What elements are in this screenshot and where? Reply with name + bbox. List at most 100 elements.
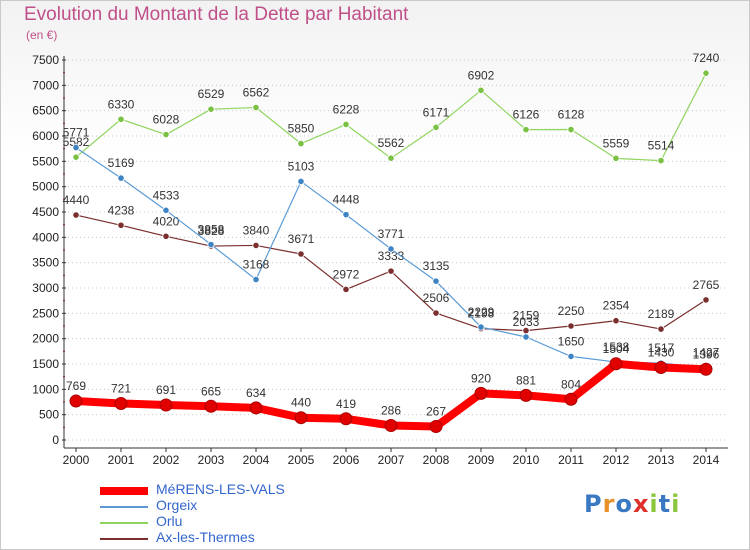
data-point [72, 144, 80, 152]
data-label: 3771 [378, 227, 405, 241]
data-point [522, 333, 530, 341]
y-tick-label: 5500 [32, 154, 59, 168]
logo-letter: i [671, 490, 681, 518]
data-point [204, 399, 218, 413]
data-point [609, 357, 623, 371]
data-label: 6126 [513, 108, 540, 122]
data-point [567, 125, 575, 134]
data-label: 5582 [63, 135, 90, 149]
data-label: 2506 [423, 291, 450, 305]
data-point [612, 317, 620, 325]
data-point [117, 174, 125, 182]
data-label: 2972 [333, 267, 360, 281]
data-point [387, 267, 395, 275]
data-label: 6171 [423, 105, 450, 119]
data-label: 419 [336, 397, 356, 411]
y-tick-label: 1000 [32, 382, 59, 396]
y-tick-label: 4000 [32, 230, 59, 244]
data-label: 5562 [378, 136, 405, 150]
line-chart: 0 500 1000 1500 2000 2500 3000 3500 4000 4500 5000… [32, 51, 728, 467]
data-point [162, 232, 170, 240]
proxiti-logo: Proxiti [584, 490, 680, 518]
data-point [342, 211, 350, 219]
x-tick-label: 2014 [693, 453, 720, 467]
y-tick-label: 3000 [32, 281, 59, 295]
data-point [384, 419, 398, 433]
legend-swatch [100, 487, 148, 495]
data-label: 881 [516, 373, 536, 387]
y-tick-label: 0 [52, 433, 59, 447]
data-label: 2033 [513, 315, 540, 329]
x-tick-label: 2004 [243, 453, 270, 467]
logo-letter: P [584, 490, 603, 518]
logo-letter: r [602, 490, 616, 518]
unit-label: (en €) [26, 28, 58, 42]
data-point [207, 240, 215, 249]
data-label: 3333 [378, 249, 405, 263]
x-tick-label: 2013 [648, 453, 675, 467]
data-point [249, 401, 263, 415]
data-label: 2159 [513, 309, 540, 323]
data-label: 4448 [333, 193, 360, 207]
data-point [72, 211, 80, 219]
data-label: 5514 [648, 139, 675, 153]
y-tick-label: 3500 [32, 256, 59, 270]
data-label: 6128 [558, 108, 585, 122]
data-point [252, 103, 260, 112]
data-point [432, 309, 440, 317]
data-label: 6902 [468, 68, 495, 82]
data-label: 769 [66, 379, 86, 393]
legend-label: Orgeix [156, 497, 198, 513]
data-label: 3858 [198, 223, 225, 237]
x-tick-label: 2008 [423, 453, 450, 467]
data-label: 1517 [648, 341, 675, 355]
x-tick-label: 2007 [378, 453, 405, 467]
data-point [387, 245, 395, 253]
data-label: 2765 [693, 278, 720, 292]
y-tick-label: 7500 [32, 53, 59, 67]
data-label: 920 [471, 371, 491, 385]
data-point [297, 250, 305, 258]
data-point [567, 322, 575, 330]
data-point [657, 325, 665, 333]
x-tick-label: 2000 [63, 453, 90, 467]
data-point [342, 285, 350, 294]
data-label: 721 [111, 381, 131, 395]
x-tick-label: 2003 [198, 453, 225, 467]
data-point [159, 398, 173, 412]
legend-swatch [100, 522, 148, 524]
data-label: 5771 [63, 126, 90, 140]
data-point [252, 275, 260, 284]
data-label: 5850 [288, 122, 315, 136]
data-label: 1396 [693, 347, 720, 361]
data-point [522, 126, 530, 134]
data-label: 691 [156, 383, 176, 397]
x-tick-label: 2010 [513, 453, 540, 467]
x-tick-label: 2006 [333, 453, 360, 467]
data-point [294, 411, 308, 425]
data-point [72, 153, 80, 161]
legend-item: Orgeix [100, 497, 360, 514]
data-point [702, 296, 710, 304]
data-point [699, 362, 713, 376]
legend-item: MéRENS-LES-VALS [100, 481, 360, 498]
legend-label: Orlu [156, 513, 183, 529]
data-label: 5559 [603, 136, 630, 150]
data-label: 665 [201, 384, 221, 398]
data-label: 2229 [468, 305, 495, 319]
data-label: 3135 [423, 259, 450, 273]
data-point [477, 86, 485, 94]
data-point [339, 412, 353, 426]
data-label: 1538 [603, 340, 630, 354]
data-point [477, 323, 485, 331]
data-point [429, 419, 443, 433]
legend-swatch [100, 506, 148, 508]
y-tick-label: 2000 [32, 332, 59, 346]
logo-letter: o [615, 490, 633, 518]
data-label: 3828 [198, 224, 225, 238]
data-label: 804 [561, 377, 581, 391]
data-point [297, 140, 305, 148]
data-label: 6562 [243, 86, 270, 100]
data-point [654, 361, 668, 375]
